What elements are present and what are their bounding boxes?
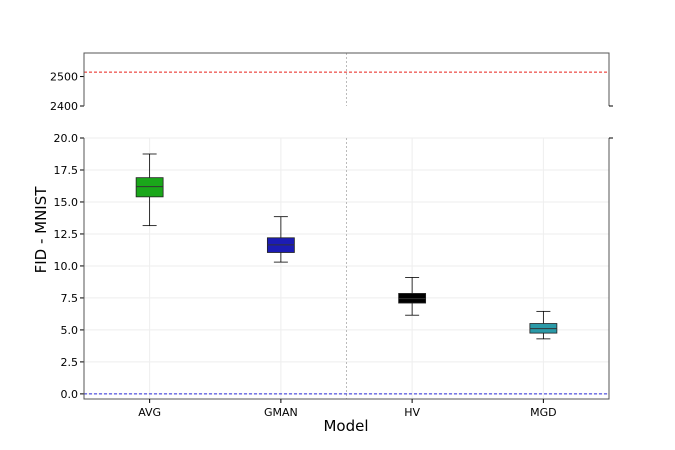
upper-y-tick-label: 2500 — [50, 71, 78, 84]
x-axis: AVG GMAN HV MGD — [138, 399, 557, 419]
box-hv — [398, 277, 427, 316]
lower-panel: 0.0 2.5 5.0 7.5 10.0 12.5 15.0 17.5 20.0 — [54, 132, 613, 401]
box-gman — [266, 216, 295, 263]
x-tick-label-mgd: MGD — [530, 406, 557, 419]
x-tick-label-avg: AVG — [138, 406, 161, 419]
y-axis-label: FID - MNIST — [32, 186, 50, 274]
x-axis-label: Model — [323, 417, 368, 435]
lower-y-tick-label: 12.5 — [54, 228, 79, 241]
lower-y-tick-label: 15.0 — [54, 196, 79, 209]
lower-y-tick-label: 0.0 — [61, 388, 79, 401]
lower-y-tick-label: 5.0 — [61, 324, 79, 337]
lower-y-tick-label: 10.0 — [54, 260, 79, 273]
lower-y-tick-label: 7.5 — [61, 292, 79, 305]
lower-y-tick-label: 17.5 — [54, 164, 79, 177]
lower-frame — [83, 138, 610, 400]
box-mgd — [529, 310, 558, 340]
box-iqr — [135, 177, 164, 198]
box-avg — [135, 153, 164, 227]
x-tick-label-gman: GMAN — [264, 406, 298, 419]
lower-y-tick-label: 20.0 — [54, 132, 79, 145]
upper-y-tick-label: 2400 — [50, 100, 78, 113]
x-tick-label-hv: HV — [404, 406, 420, 419]
lower-y-tick-label: 2.5 — [61, 356, 79, 369]
upper-frame — [83, 52, 610, 106]
upper-panel: 2400 2500 — [50, 52, 613, 113]
